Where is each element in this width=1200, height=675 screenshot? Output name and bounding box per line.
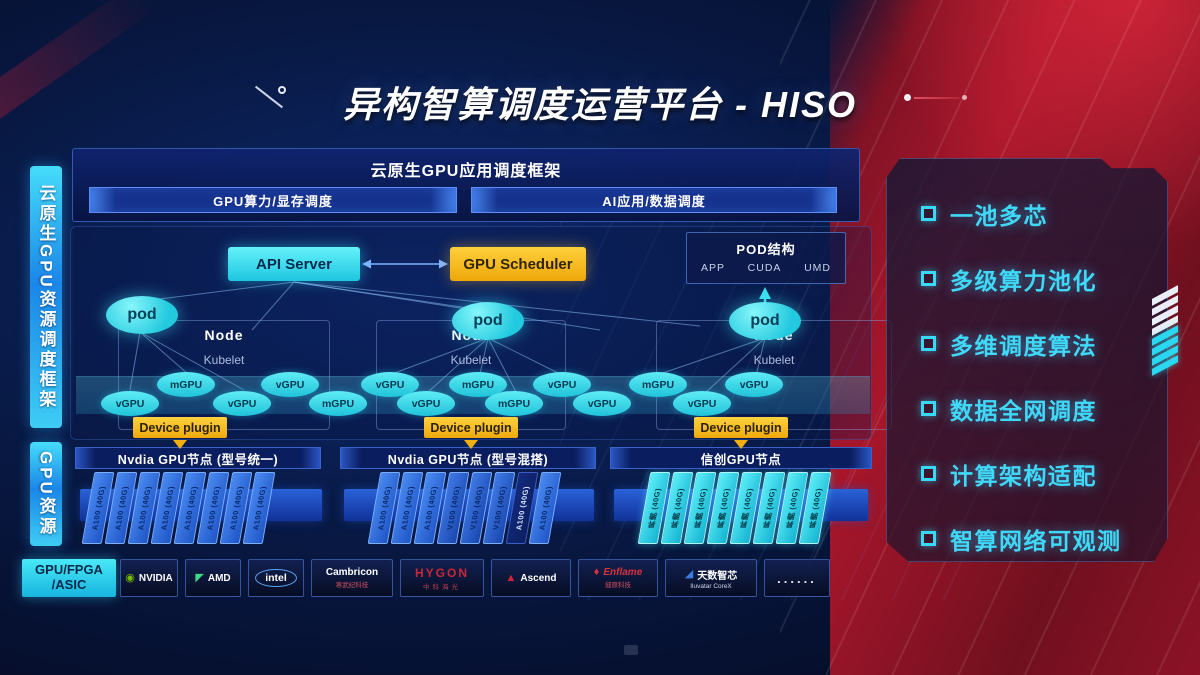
nvidia-eye-icon: ◉ (125, 571, 135, 584)
framework-bar-ai-data: AI应用/数据调度 (471, 187, 837, 213)
feature-item-1: 一池多芯 (887, 181, 1167, 246)
pod-structure-box: POD结构 APP CUDA UMD (686, 232, 846, 284)
iluvatar-triangle-icon: ◢ (684, 567, 694, 580)
feature-label: 多级算力池化 (950, 267, 1097, 294)
feature-item-4: 数据全网调度 (887, 376, 1167, 441)
vendor-subtitle: 寒武纪科技 (335, 582, 369, 589)
vendor-tile-intel: intel (248, 559, 304, 597)
vgpu-ellipse-1: vGPU (101, 391, 159, 416)
vgpu-ellipse-14: vGPU (725, 372, 783, 397)
feature-label: 一池多芯 (950, 202, 1048, 229)
pod-layer-cuda: CUDA (747, 262, 782, 274)
pod-ellipse-3: pod (729, 302, 801, 340)
kubelet-label: Kubelet (753, 353, 795, 367)
vendor-name: intel (255, 569, 297, 587)
vendor-tile-more: ...... (764, 559, 830, 597)
feature-label: 数据全网调度 (950, 397, 1097, 424)
vendor-tile-amd: ◤ AMD (185, 559, 241, 597)
gpu-node-bar-xinchuang: 信创GPU节点 (610, 447, 872, 469)
square-bullet-icon (921, 336, 936, 351)
title-deco-line-right (914, 97, 960, 99)
feature-label: 智算网络可观测 (950, 527, 1122, 554)
feature-item-3: 多维调度算法 (887, 311, 1167, 376)
vendor-strip-label: GPU/FPGA /ASIC (22, 559, 116, 597)
vendor-tile-nvidia: ◉ NVIDIA (120, 559, 178, 597)
mgpu-ellipse-2: mGPU (157, 372, 215, 397)
title-deco-dot-right (904, 94, 911, 101)
vendor-tile-hygon: HYGON 中科海光 (400, 559, 484, 597)
vendor-name: Enflame (603, 567, 643, 578)
mgpu-ellipse-5: mGPU (309, 391, 367, 416)
amd-arrow-icon: ◤ (195, 571, 204, 584)
pod-structure-title: POD结构 (736, 242, 796, 257)
vgpu-ellipse-3: vGPU (213, 391, 271, 416)
pod-layer-app: APP (701, 262, 726, 274)
enflame-flame-icon: ♦ (593, 566, 600, 578)
vgpu-ellipse-4: vGPU (261, 372, 319, 397)
vendor-logo-strip: ◉ NVIDIA ◤ AMD intel Cambricon 寒武纪科技 HYGON 中科海光 ▲… (120, 559, 830, 597)
vendor-subtitle: Iluvatar CoreX (690, 582, 732, 590)
kubelet-label: Kubelet (450, 353, 492, 367)
framework-bar-gpu-compute: GPU算力/显存调度 (89, 187, 457, 213)
feature-item-2: 多级算力池化 (887, 246, 1167, 311)
mgpu-ellipse-9: mGPU (485, 391, 543, 416)
vendor-name: NVIDIA (138, 572, 173, 584)
api-server-box: API Server (228, 247, 360, 281)
ascend-triangle-icon: ▲ (505, 571, 517, 584)
gpu-card-row-2: A100 (40G) A100 (40G) A100 (40G) V100 (40G)… (367, 472, 562, 544)
gpu-card-row-1: A100 (40G) A100 (40G) A100 (40G) A100 (40G)… (81, 472, 276, 544)
square-bullet-icon (921, 531, 936, 546)
pod-layer-umd: UMD (804, 262, 831, 274)
vgpu-ellipse-7: vGPU (397, 391, 455, 416)
mgpu-ellipse-12: mGPU (629, 372, 687, 397)
vendor-tile-iluvatar: ◢ 天数智芯 Iluvatar CoreX (665, 559, 757, 597)
title-deco-dot-right2 (962, 95, 967, 100)
vendor-tile-cambricon: Cambricon 寒武纪科技 (311, 559, 393, 597)
vendor-name: Cambricon (325, 567, 379, 578)
feature-panel: 一池多芯多级算力池化 多维调度算法 数据全网调度 计算架构适配 智算网络可观测 (886, 158, 1168, 562)
square-bullet-icon (921, 401, 936, 416)
feature-item-6: 智算网络可观测 (887, 506, 1167, 562)
vgpu-ellipse-11: vGPU (573, 391, 631, 416)
vendor-name: 天数智芯 (697, 570, 738, 582)
device-plugin-3: Device plugin (694, 417, 788, 449)
gpu-node-bar-mixed: Nvdia GPU节点 (型号混搭) (340, 447, 596, 469)
vendor-tile-ascend: ▲ Ascend (491, 559, 571, 597)
vgpu-ellipse-13: vGPU (673, 391, 731, 416)
section-label-gpu-resources: GPU资源 (30, 442, 62, 546)
gpu-scheduler-box: GPU Scheduler (450, 247, 586, 281)
square-bullet-icon (921, 466, 936, 481)
title-deco-circle-left (278, 86, 286, 94)
vendor-tile-enflame: ♦ Enflame 燧原科技 (578, 559, 658, 597)
framework-title: 云原生GPU应用调度框架 (370, 163, 562, 180)
feature-label: 多维调度算法 (950, 332, 1097, 359)
pod-ellipse-2: pod (452, 302, 524, 340)
gpu-card-row-3: 昇腾 (40G) 昇腾 (40G) 昇腾 (40G) 昇腾 (40G) 昇腾 (40G)… (637, 472, 832, 544)
gpu-node-bar-uniform: Nvdia GPU节点 (型号统一) (75, 447, 321, 469)
feature-list: 一池多芯多级算力池化 多维调度算法 数据全网调度 计算架构适配 智算网络可观测 (887, 159, 1167, 562)
section-label-cloudnative-gpu-framework: 云原生GPU资源调度框架 (30, 166, 62, 428)
vendor-name: Ascend (520, 572, 557, 584)
hazard-stripes-decoration (1152, 285, 1178, 376)
vgpu-ellipse-10: vGPU (533, 372, 591, 397)
square-bullet-icon (921, 206, 936, 221)
device-plugin-2: Device plugin (424, 417, 518, 449)
kubelet-label: Kubelet (203, 353, 245, 367)
pod-ellipse-1: pod (106, 296, 178, 334)
footer-logo-mark (624, 645, 638, 655)
vendor-name: ...... (777, 570, 817, 586)
vendor-subtitle: 中科海光 (423, 583, 461, 591)
page-title: 异构智算调度运营平台 - HISO (342, 84, 857, 125)
feature-item-5: 计算架构适配 (887, 441, 1167, 506)
device-plugin-1: Device plugin (133, 417, 227, 449)
framework-panel: 云原生GPU应用调度框架 GPU算力/显存调度 AI应用/数据调度 (72, 148, 860, 222)
vendor-name: AMD (207, 572, 231, 584)
square-bullet-icon (921, 271, 936, 286)
vendor-name: HYGON (414, 565, 469, 580)
feature-label: 计算架构适配 (950, 462, 1097, 489)
vendor-subtitle: 燧原科技 (605, 582, 631, 589)
